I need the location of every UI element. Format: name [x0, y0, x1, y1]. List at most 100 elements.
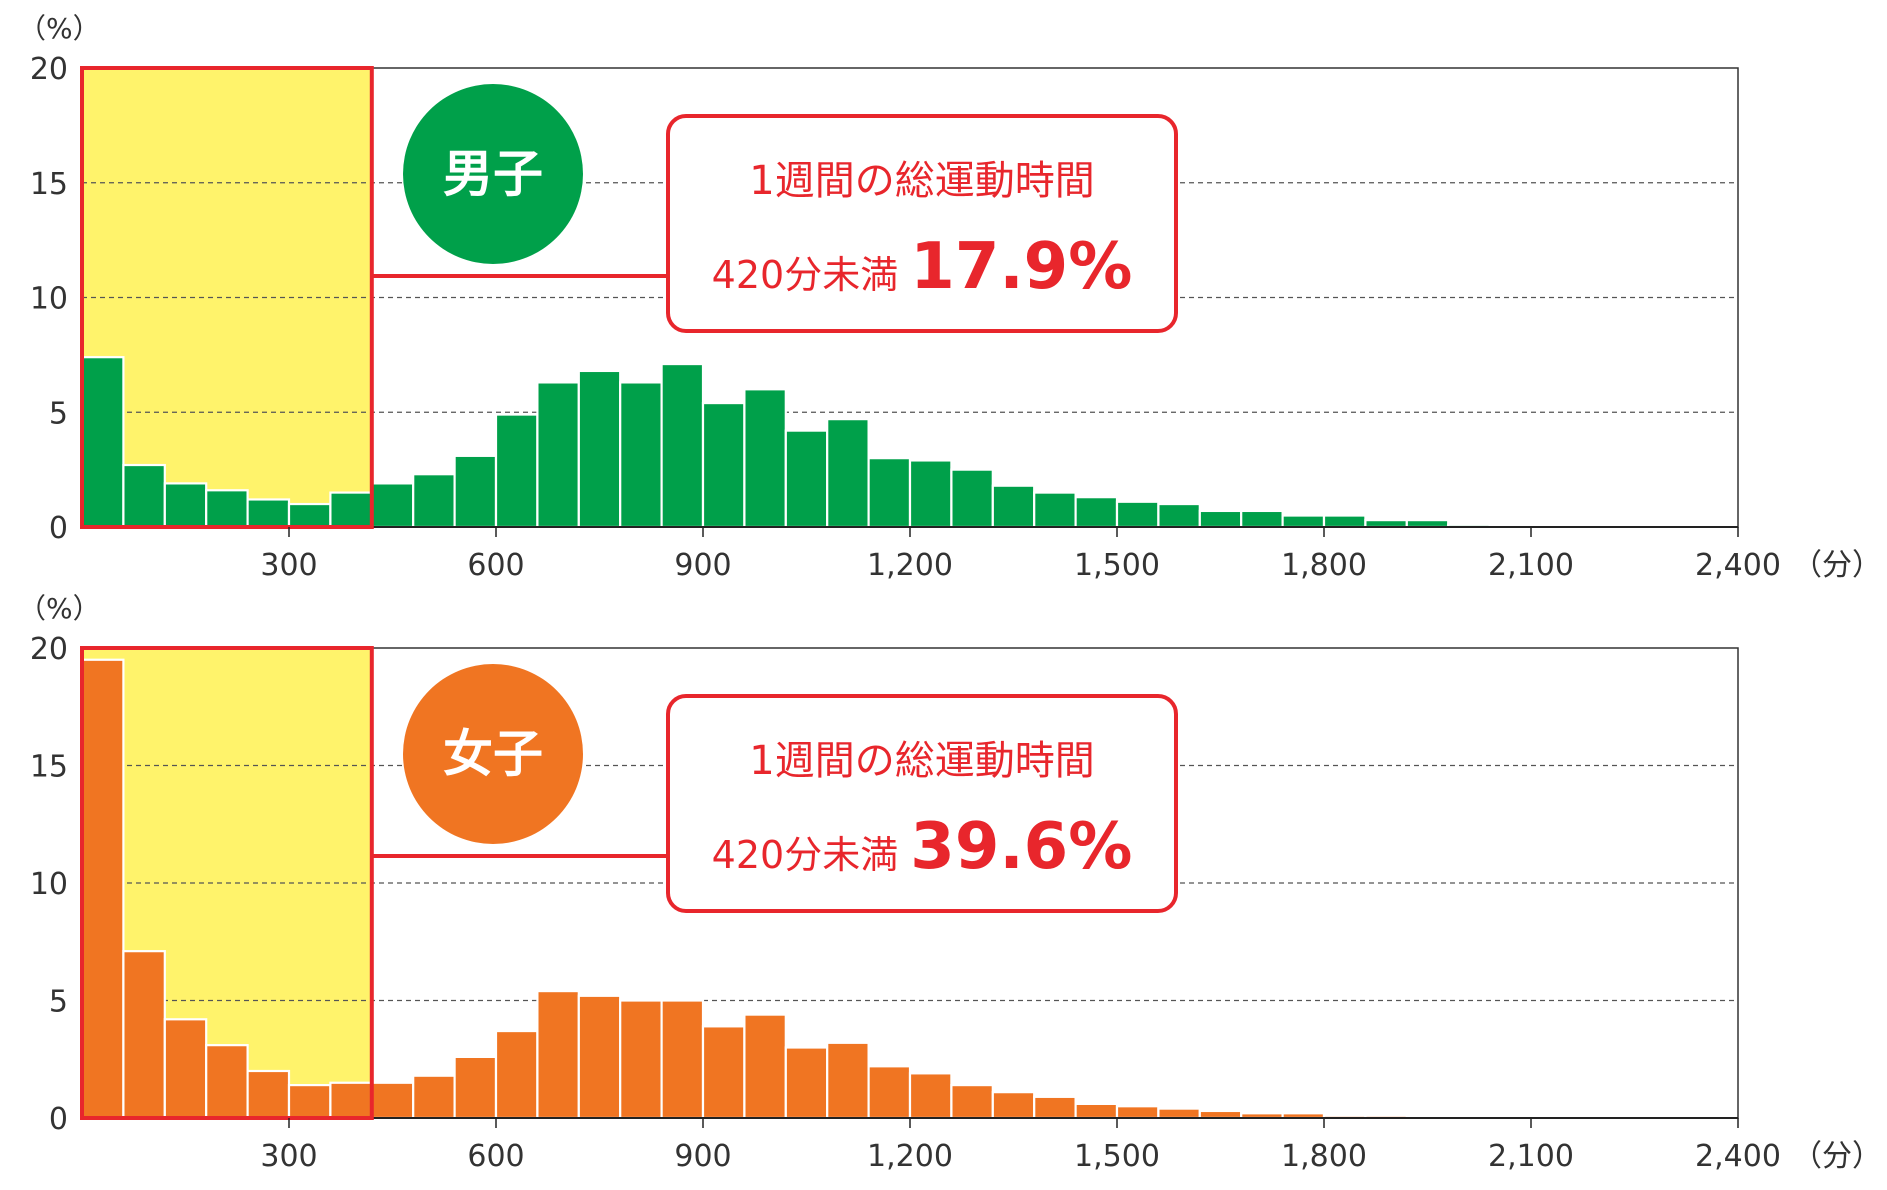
x-tick-label: 1,500 — [1074, 548, 1160, 583]
bar — [329, 491, 373, 529]
bar — [1033, 1095, 1077, 1120]
bar — [1033, 491, 1077, 529]
bar — [494, 413, 539, 529]
bar — [1281, 514, 1326, 529]
y-tick-label: 15 — [30, 750, 68, 785]
bar — [370, 1081, 415, 1120]
y-tick-label: 10 — [30, 282, 68, 317]
y-tick-label: 5 — [49, 985, 68, 1020]
bar — [205, 489, 249, 529]
x-tick-label: 1,800 — [1281, 548, 1367, 583]
bar — [1074, 496, 1119, 529]
bar — [412, 473, 456, 529]
bar — [743, 388, 787, 529]
bar — [784, 429, 829, 529]
x-tick-label: 2,400 — [1695, 548, 1781, 583]
bar — [453, 1055, 498, 1120]
chart-panel-1: 0 5 10 15 20 （%） 300 600 900 1,200 1,500 1,800 2,100… — [18, 12, 1882, 583]
highlight-border — [80, 66, 374, 529]
bar — [867, 457, 912, 529]
y-tick-label: 20 — [30, 632, 68, 667]
bar — [743, 1013, 787, 1120]
bar — [1322, 514, 1367, 529]
bar — [950, 1083, 994, 1120]
x-tick-label: 1,800 — [1281, 1139, 1367, 1174]
bar — [1240, 509, 1284, 529]
bar — [1198, 1109, 1243, 1120]
bar — [1157, 1107, 1201, 1120]
bar — [908, 1072, 953, 1120]
bar — [80, 356, 125, 529]
bar — [701, 1025, 746, 1120]
x-tick-label: 1,200 — [867, 1139, 953, 1174]
bar — [784, 1046, 829, 1120]
bar — [1115, 1105, 1160, 1120]
bar — [991, 1091, 1036, 1120]
bar — [494, 1029, 539, 1120]
badge-label: 女子 — [443, 725, 543, 783]
callout-value-line: 420分未満 17.9% — [712, 230, 1133, 304]
y-tick-label: 0 — [49, 511, 68, 546]
bar — [826, 1041, 870, 1120]
y-tick-label: 5 — [49, 396, 68, 431]
callout-prefix: 420分未満 — [712, 833, 911, 877]
callout-box — [666, 694, 1178, 913]
bar — [619, 381, 663, 529]
x-tick-label: 2,400 — [1695, 1139, 1781, 1174]
bar — [287, 1083, 332, 1120]
x-tick-label: 300 — [260, 548, 317, 583]
bar — [867, 1065, 912, 1120]
bar — [122, 950, 166, 1120]
bar — [287, 502, 332, 529]
bar — [246, 498, 291, 529]
bar — [660, 362, 705, 529]
y-axis-unit: （%） — [18, 592, 101, 625]
bar — [577, 994, 622, 1120]
x-tick-label: 600 — [467, 1139, 524, 1174]
bar — [163, 1018, 208, 1120]
bar — [453, 454, 498, 529]
badge-circle — [403, 664, 583, 844]
bar — [908, 459, 953, 529]
bar — [991, 484, 1036, 529]
x-tick-label: 1,200 — [867, 548, 953, 583]
bar — [329, 1081, 373, 1120]
callout-percentage: 39.6% — [910, 810, 1132, 884]
x-tick-label: 2,100 — [1488, 1139, 1574, 1174]
bar — [1364, 519, 1408, 529]
x-tick-label: 600 — [467, 548, 524, 583]
y-axis-unit: （%） — [18, 12, 101, 45]
bar — [205, 1044, 249, 1120]
x-axis-unit: （分） — [1792, 1139, 1882, 1174]
x-axis-unit: （分） — [1792, 548, 1882, 583]
x-tick-label: 1,500 — [1074, 1139, 1160, 1174]
badge-circle — [403, 84, 583, 264]
highlight-border — [80, 646, 374, 1120]
callout-title: 1週間の総運動時間 — [749, 158, 1094, 204]
bar — [1405, 519, 1450, 529]
callout-value-line: 420分未満 39.6% — [712, 810, 1133, 884]
callout-prefix: 420分未満 — [712, 253, 911, 297]
bar — [1074, 1102, 1119, 1120]
bar — [246, 1069, 291, 1120]
bar — [80, 658, 125, 1120]
y-tick-label: 10 — [30, 867, 68, 902]
y-tick-label: 20 — [30, 52, 68, 87]
bar — [536, 381, 580, 529]
bar — [412, 1074, 456, 1120]
callout-box — [666, 114, 1178, 333]
callout-title: 1週間の総運動時間 — [749, 738, 1094, 784]
y-tick-label: 15 — [30, 167, 68, 202]
x-tick-label: 2,100 — [1488, 548, 1574, 583]
y-tick-label: 0 — [49, 1102, 68, 1137]
bar — [701, 401, 746, 529]
chart-panel-2: 0 5 10 15 20 （%） 300 600 900 1,200 1,500 1,800 2,100… — [18, 592, 1882, 1174]
bar — [1157, 502, 1201, 529]
bar — [1198, 509, 1243, 529]
x-tick-label: 900 — [674, 548, 731, 583]
bar-series — [80, 658, 1408, 1120]
badge-label: 男子 — [443, 145, 543, 203]
bar — [536, 989, 580, 1120]
bar — [1115, 500, 1160, 529]
